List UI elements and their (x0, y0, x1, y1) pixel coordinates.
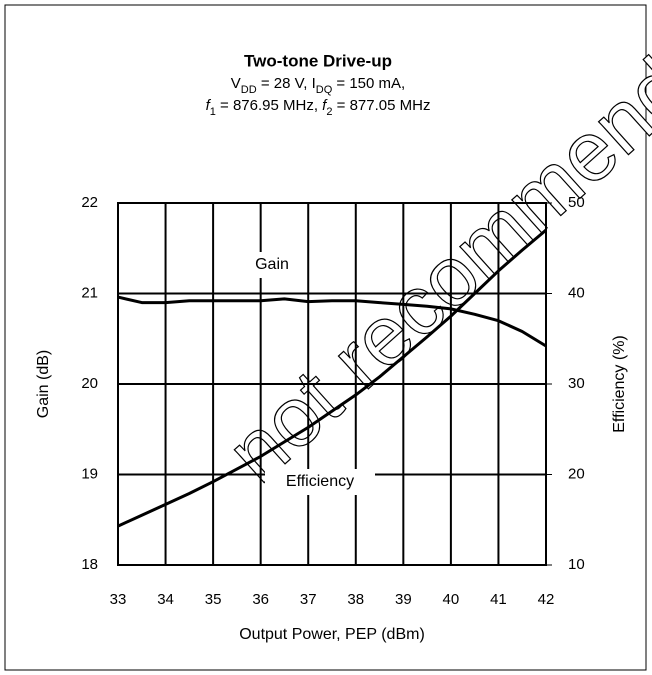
subtitle-part: 2 (326, 106, 332, 118)
subtitle: f1 = 876.95 MHz, f2 = 877.05 MHz (206, 97, 431, 118)
x-tick-label: 37 (300, 591, 317, 608)
y2-tick-label: 50 (568, 194, 585, 211)
y-tick-label: 22 (81, 194, 98, 211)
series-label: Gain (255, 256, 289, 273)
chart-title: Two-tone Drive-up (244, 51, 392, 70)
series-line (117, 295, 547, 348)
x-tick-label: 33 (110, 591, 127, 608)
y2-tick-label: 20 (568, 465, 585, 482)
x-tick-label: 34 (157, 591, 174, 608)
subtitle-part: f (322, 97, 328, 114)
y-axis-label: Gain (dB) (35, 350, 52, 418)
x-tick-label: 40 (443, 591, 460, 608)
y-tick-label: 18 (81, 556, 98, 573)
subtitle-part: 1 (210, 106, 216, 118)
y2-axis-label: Efficiency (%) (611, 335, 628, 433)
x-tick-label: 35 (205, 591, 222, 608)
x-tick-label: 36 (252, 591, 269, 608)
x-tick-label: 41 (490, 591, 507, 608)
series-line (117, 228, 547, 528)
subtitle-part: V (231, 75, 241, 92)
subtitle-part: = 150 mA, (332, 75, 405, 92)
y2-tick-label: 30 (568, 375, 585, 392)
y2-tick-label: 10 (568, 556, 585, 573)
y2-tick-label: 40 (568, 284, 585, 301)
label-bg (242, 252, 302, 278)
subtitle-part: = 28 V, I (257, 75, 316, 92)
subtitle-part: = 877.05 MHz (332, 97, 430, 114)
subtitle-part: = 876.95 MHz, (216, 97, 322, 114)
x-tick-label: 38 (347, 591, 364, 608)
plot-frame (117, 202, 547, 566)
subtitle: VDD = 28 V, IDQ = 150 mA, (231, 75, 405, 96)
frame (4, 4, 647, 671)
y-tick-label: 20 (81, 375, 98, 392)
x-axis-label: Output Power, PEP (dBm) (239, 626, 425, 643)
label-bg (265, 469, 375, 495)
y-tick-label: 21 (81, 284, 98, 301)
x-tick-label: 39 (395, 591, 412, 608)
subtitle-part: f (206, 97, 212, 114)
x-tick-label: 42 (538, 591, 555, 608)
y-tick-label: 19 (81, 465, 98, 482)
series-label: Efficiency (286, 473, 354, 490)
subtitle-part: DQ (316, 84, 333, 96)
subtitle-part: DD (241, 84, 257, 96)
